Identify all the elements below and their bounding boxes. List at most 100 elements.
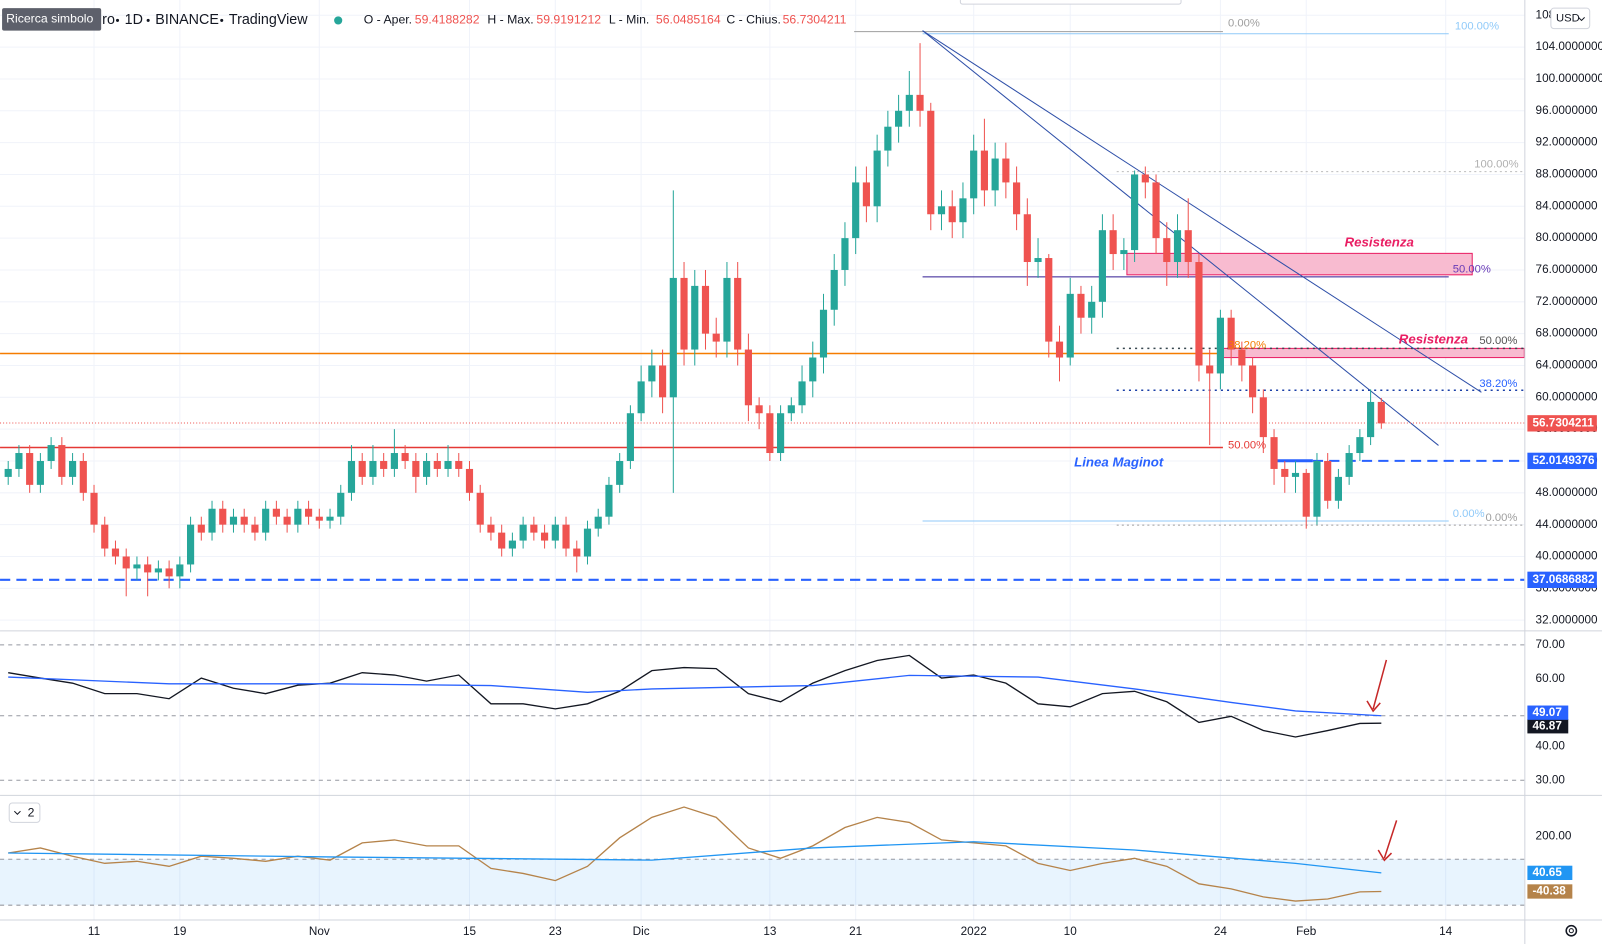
- annotation: 0.00%: [1453, 508, 1485, 520]
- symbol-title: ro: [102, 12, 115, 28]
- ohlc-label: H - Max.: [487, 13, 533, 27]
- y-tick-label: 40.0000000: [1536, 550, 1598, 563]
- settings-icon[interactable]: [1565, 924, 1578, 937]
- candle-body: [1098, 230, 1106, 302]
- candle-body: [830, 269, 838, 310]
- candle-body: [637, 381, 645, 414]
- level-price-label-bg: [1527, 571, 1597, 588]
- candle-body: [895, 110, 903, 127]
- candle-body: [283, 516, 291, 525]
- candle-body: [766, 413, 774, 454]
- indicator-param[interactable]: 2: [28, 805, 35, 819]
- level-price-label-bg: [1527, 452, 1597, 470]
- last-price-label-bg: [1527, 415, 1597, 432]
- candle-body: [980, 150, 988, 191]
- market-status[interactable]: [334, 16, 343, 25]
- candle-body: [1324, 460, 1332, 501]
- settings-gear[interactable]: [1565, 924, 1578, 937]
- candle-body: [208, 508, 216, 533]
- annotation: 38.20%: [1228, 339, 1266, 351]
- candle-body: [1131, 174, 1139, 251]
- candle-body: [605, 484, 613, 517]
- y-tick-label: 60.00: [1536, 672, 1566, 685]
- y-tick-label: 44.0000000: [1536, 518, 1598, 531]
- y-tick-label: 96.0000000: [1536, 104, 1598, 117]
- candle-body: [1227, 317, 1235, 350]
- candle-body: [262, 508, 270, 533]
- candle-body: [648, 365, 656, 382]
- separator: [146, 18, 150, 22]
- ohlc-value: 59.4188282: [415, 13, 480, 27]
- candle-body: [937, 206, 946, 215]
- currency[interactable]: USD: [1556, 12, 1580, 24]
- candle-body: [197, 524, 205, 533]
- candle-body: [337, 492, 345, 517]
- value-label-bg: [1527, 719, 1569, 734]
- y-tick-label: 68.0000000: [1536, 327, 1598, 340]
- candle-body: [176, 564, 184, 577]
- candle-body: [1184, 230, 1192, 263]
- candle-body: [304, 508, 313, 517]
- candle-body: [79, 460, 87, 493]
- candle-body: [970, 150, 978, 199]
- symbol-search-tooltip[interactable]: [2, 8, 102, 31]
- candle-body: [144, 564, 152, 573]
- candle-body: [712, 333, 720, 342]
- annotation: 100.00%: [1474, 158, 1518, 170]
- candle-body: [1377, 401, 1385, 424]
- settings-gear-center[interactable]: [1568, 928, 1574, 934]
- candle-body: [47, 445, 55, 461]
- candle-body: [798, 381, 806, 406]
- candle-body: [1013, 182, 1021, 215]
- candle-body: [101, 524, 109, 549]
- symbol-search[interactable]: Ricerca simbolo: [6, 12, 93, 26]
- ohlc-label: C - Chius.: [726, 13, 780, 27]
- candle-body: [15, 453, 23, 469]
- ohlc-value: 59.9191212: [536, 13, 601, 27]
- candle-body: [219, 508, 227, 525]
- candle-body: [358, 460, 366, 477]
- candle-body: [508, 540, 516, 549]
- value-label: 46.87: [1532, 719, 1562, 732]
- candle-body: [1109, 230, 1117, 255]
- marks: [4, 43, 1385, 902]
- candle-body: [1249, 365, 1257, 398]
- value-label: -40.38: [1532, 885, 1566, 898]
- candle-body: [251, 524, 259, 533]
- grid: [0, 0, 1525, 920]
- candle-body: [390, 453, 398, 469]
- currency-button[interactable]: [1550, 7, 1591, 30]
- candle-body: [1120, 250, 1128, 255]
- candle-body: [294, 508, 302, 525]
- indicator-line: [8, 806, 1382, 902]
- candle-body: [787, 405, 795, 414]
- candle-body: [1002, 158, 1010, 183]
- arrow: [1383, 820, 1398, 859]
- ohlc-value: 56.0485164: [656, 13, 721, 27]
- y-tick-label: 48.0000000: [1536, 486, 1598, 499]
- candle-body: [991, 158, 999, 191]
- candle-body: [498, 532, 506, 549]
- y-tick-label: 200.00: [1536, 829, 1572, 842]
- dropdown-icon[interactable]: [1578, 17, 1585, 22]
- candle-body: [1291, 472, 1300, 477]
- candle-body: [541, 532, 549, 541]
- y-tick-label: 76.0000000: [1536, 263, 1598, 276]
- dropdown-icon[interactable]: [13, 810, 21, 815]
- indicator-param-box[interactable]: [8, 802, 41, 823]
- annotation: Resistenza: [1345, 235, 1414, 250]
- x-tick-label: 24: [1214, 925, 1228, 938]
- arrow-head: [1366, 700, 1381, 713]
- drawings: [0, 30, 1525, 526]
- candle-body: [841, 238, 849, 270]
- candle-body: [133, 564, 141, 569]
- candle-body: [1216, 317, 1224, 374]
- candle-body: [1077, 293, 1085, 318]
- candle-body: [1367, 401, 1375, 438]
- x-tick-label: 10: [1064, 925, 1078, 938]
- candle-body: [1281, 468, 1289, 477]
- arrows: [1366, 659, 1398, 862]
- candle-body: [380, 460, 388, 469]
